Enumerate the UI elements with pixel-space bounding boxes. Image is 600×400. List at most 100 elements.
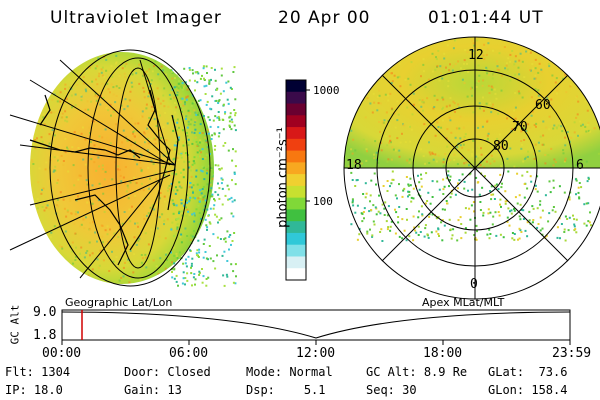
image-pixel (167, 105, 170, 108)
image-pixel (68, 100, 71, 103)
image-pixel (64, 87, 67, 90)
image-pixel (413, 103, 415, 106)
noise-pixel (486, 233, 489, 236)
image-pixel (132, 149, 135, 152)
noise-pixel (179, 251, 181, 254)
noise-pixel (481, 186, 484, 189)
image-pixel (371, 111, 374, 114)
noise-pixel (471, 188, 474, 191)
noise-pixel (380, 228, 383, 231)
noise-pixel (205, 257, 208, 260)
image-pixel (561, 130, 564, 133)
noise-pixel (220, 167, 223, 170)
image-pixel (485, 53, 488, 56)
noise-pixel (445, 177, 448, 180)
noise-pixel (205, 224, 208, 227)
noise-pixel (500, 186, 503, 189)
image-pixel (488, 92, 491, 94)
noise-pixel (176, 94, 179, 97)
image-pixel (514, 92, 517, 94)
image-pixel (188, 213, 191, 216)
image-pixel (150, 145, 153, 148)
dsp-value: 5.1 (303, 383, 326, 397)
noise-pixel (574, 228, 577, 231)
image-pixel (389, 92, 392, 95)
image-pixel (448, 116, 451, 119)
image-pixel (421, 100, 424, 103)
noise-pixel (180, 199, 183, 201)
mode-value: Normal (289, 365, 333, 379)
image-pixel (156, 96, 159, 99)
noise-pixel (456, 187, 459, 190)
image-pixel (89, 222, 92, 224)
noise-pixel (221, 187, 224, 190)
image-pixel (527, 150, 529, 153)
image-pixel (534, 88, 537, 91)
noise-pixel (187, 255, 190, 258)
image-pixel (138, 135, 141, 138)
noise-pixel (457, 182, 459, 185)
image-pixel (139, 188, 142, 191)
noise-pixel (227, 80, 230, 83)
image-pixel (73, 131, 76, 134)
image-pixel (471, 94, 473, 97)
image-pixel (525, 50, 528, 53)
image-pixel (88, 67, 90, 69)
noise-pixel (193, 230, 195, 232)
image-pixel (520, 143, 523, 146)
image-pixel (446, 145, 449, 148)
image-pixel (134, 196, 137, 199)
image-pixel (100, 68, 103, 71)
noise-pixel (370, 209, 373, 212)
image-pixel (378, 121, 381, 123)
noise-pixel (545, 234, 548, 237)
noise-pixel (190, 265, 193, 267)
image-pixel (171, 221, 174, 224)
image-pixel (394, 126, 397, 129)
image-pixel (529, 69, 532, 72)
image-pixel (138, 82, 141, 85)
image-pixel (409, 125, 411, 128)
noise-pixel (227, 198, 230, 201)
image-pixel (493, 160, 496, 163)
image-pixel (482, 109, 485, 112)
image-pixel (496, 65, 499, 68)
image-pixel (411, 113, 414, 116)
noise-pixel (417, 174, 419, 177)
noise-pixel (172, 202, 175, 205)
image-pixel (428, 141, 430, 144)
image-pixel (70, 94, 73, 97)
image-pixel (161, 213, 164, 216)
image-pixel (514, 165, 517, 168)
image-pixel (490, 154, 493, 157)
image-pixel (199, 196, 202, 198)
noise-pixel (539, 203, 542, 206)
image-pixel (540, 68, 543, 71)
image-pixel (548, 65, 551, 68)
noise-pixel (563, 228, 566, 231)
image-pixel (165, 152, 168, 155)
noise-pixel (449, 196, 452, 199)
noise-pixel (197, 72, 200, 75)
image-pixel (202, 195, 205, 198)
noise-pixel (222, 128, 225, 131)
noise-pixel (234, 150, 237, 153)
image-pixel (514, 106, 517, 109)
noise-pixel (516, 202, 519, 205)
noise-pixel (397, 216, 400, 218)
image-pixel (82, 261, 85, 264)
noise-pixel (181, 214, 184, 217)
image-pixel (454, 110, 456, 113)
noise-pixel (190, 105, 193, 107)
noise-pixel (409, 177, 412, 180)
noise-pixel (373, 223, 376, 226)
image-pixel (101, 74, 104, 77)
noise-pixel (234, 112, 237, 114)
noise-pixel (205, 65, 208, 68)
image-pixel (378, 94, 381, 97)
image-pixel (472, 49, 474, 52)
noise-pixel (437, 233, 440, 235)
noise-pixel (214, 115, 217, 118)
image-pixel (200, 151, 202, 154)
image-pixel (147, 130, 150, 133)
